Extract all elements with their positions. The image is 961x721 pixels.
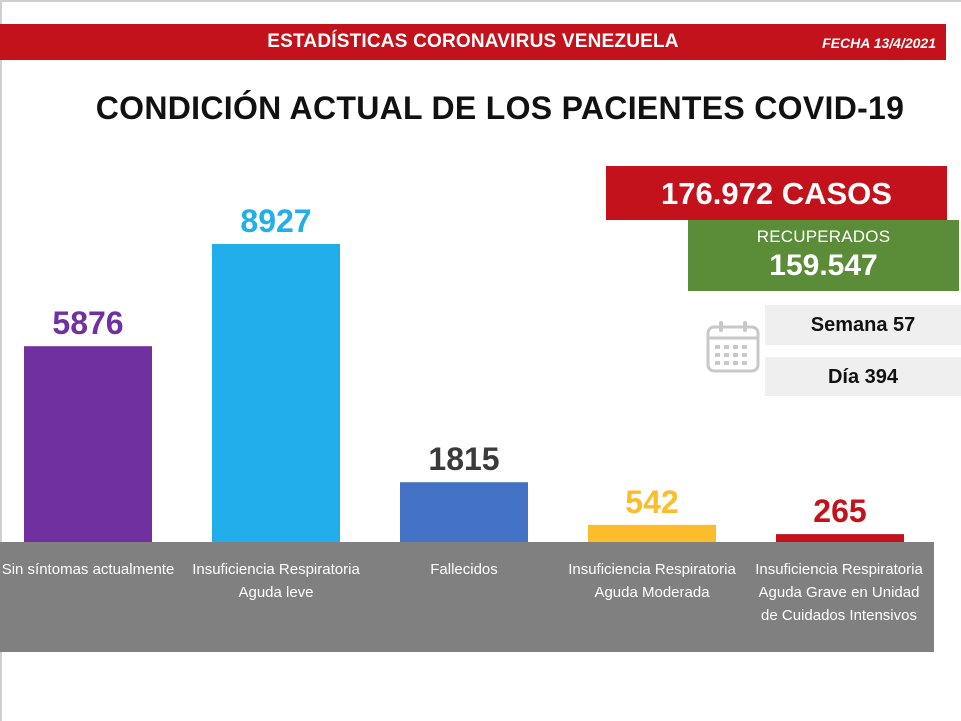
header-title: ESTADÍSTICAS CORONAVIRUS VENEZUELA <box>267 31 679 52</box>
total-cases-box: 176.972 CASOS <box>606 166 947 220</box>
recovered-value: 159.547 <box>769 249 878 282</box>
category-label-sin-sintomas: Sin síntomas actualmente <box>1 561 175 578</box>
value-label-ira-moderada: 542 <box>625 484 678 520</box>
recovered-box: RECUPERADOS 159.547 <box>688 220 959 291</box>
category-label-fallecidos: Fallecidos <box>430 561 498 578</box>
frame-top-border <box>0 0 961 2</box>
frame-left-border <box>0 0 2 721</box>
bar-ira-leve <box>212 244 340 543</box>
category-label-ira-moderada: Insuficiencia Respiratoria Aguda Moderad… <box>568 561 736 601</box>
chart-title: CONDICIÓN ACTUAL DE LOS PACIENTES COVID-… <box>95 90 905 126</box>
value-label-ira-grave-uci: 265 <box>813 493 866 529</box>
bar-sin-sintomas <box>24 346 152 543</box>
day-counter: Día 394 <box>765 357 961 396</box>
value-label-sin-sintomas: 5876 <box>52 305 123 341</box>
category-band <box>0 542 934 652</box>
week-counter: Semana 57 <box>765 305 961 345</box>
category-label-ira-grave-uci: Insuficiencia Respiratoria Aguda Grave e… <box>755 561 923 624</box>
header-date: FECHA 13/4/2021 <box>822 35 936 51</box>
header-bar: ESTADÍSTICAS CORONAVIRUS VENEZUELA FECHA… <box>0 24 946 60</box>
value-label-fallecidos: 1815 <box>428 441 499 477</box>
bar-ira-moderada <box>588 524 716 543</box>
bar-ira-grave-uci <box>776 534 904 543</box>
value-label-ira-leve: 8927 <box>240 203 311 239</box>
recovered-label: RECUPERADOS <box>756 227 891 246</box>
calendar-icon <box>706 321 760 373</box>
category-label-ira-leve: Insuficiencia Respiratoria Aguda leve <box>192 561 360 601</box>
bar-fallecidos <box>400 482 528 543</box>
